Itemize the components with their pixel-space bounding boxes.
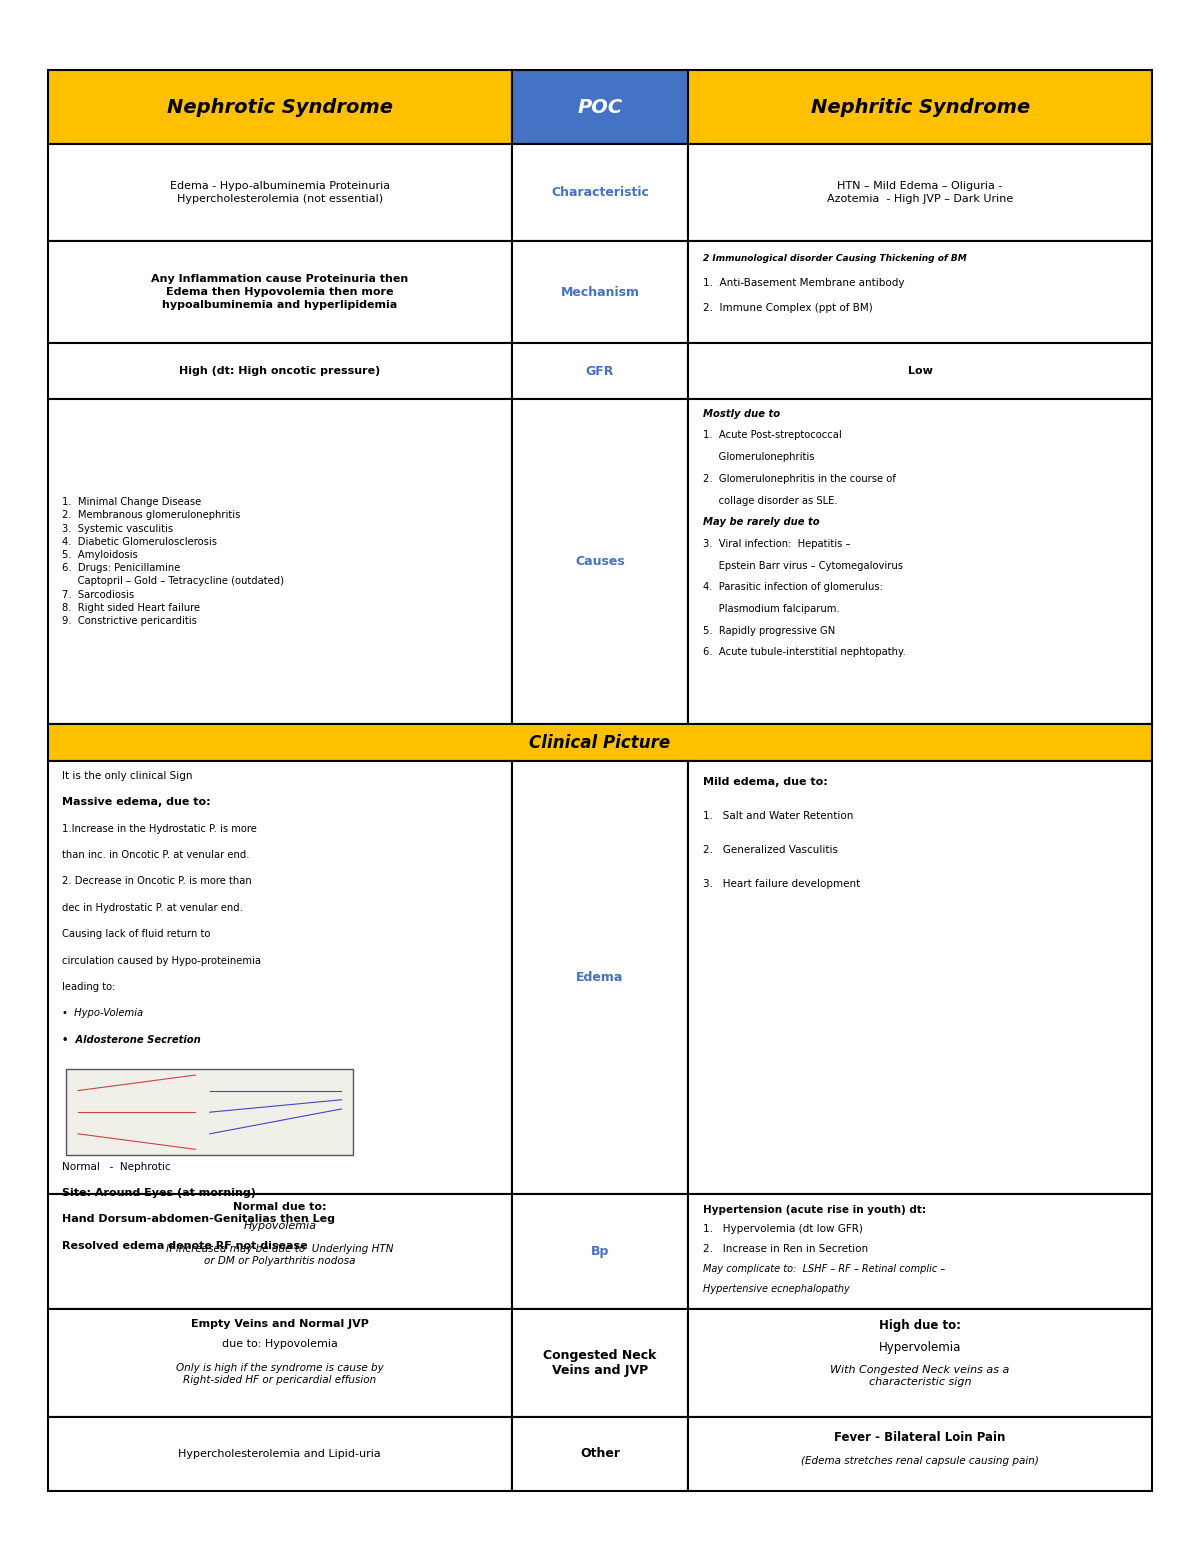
- Text: dec in Hydrostatic P. at venular end.: dec in Hydrostatic P. at venular end.: [62, 902, 244, 913]
- Text: High (dt: High oncotic pressure): High (dt: High oncotic pressure): [179, 367, 380, 376]
- Text: 5.  Rapidly progressive GN: 5. Rapidly progressive GN: [703, 626, 835, 635]
- Text: If increased may be due to  Underlying HTN
or DM or Polyarthritis nodosa: If increased may be due to Underlying HT…: [166, 1244, 394, 1266]
- Text: 2.   Generalized Vasculitis: 2. Generalized Vasculitis: [703, 845, 838, 856]
- Text: Plasmodium falciparum.: Plasmodium falciparum.: [703, 604, 839, 613]
- Text: circulation caused by Hypo-proteinemia: circulation caused by Hypo-proteinemia: [62, 955, 262, 966]
- Text: Nephrotic Syndrome: Nephrotic Syndrome: [167, 98, 392, 116]
- Text: May complicate to:  LSHF – RF – Retinal complic –: May complicate to: LSHF – RF – Retinal c…: [703, 1264, 944, 1273]
- Text: 1.Increase in the Hydrostatic P. is more: 1.Increase in the Hydrostatic P. is more: [62, 823, 257, 834]
- Text: Other: Other: [580, 1447, 620, 1460]
- Text: Site: Around Eyes (at morning): Site: Around Eyes (at morning): [62, 1188, 257, 1197]
- Text: 4.  Parasitic infection of glomerulus:: 4. Parasitic infection of glomerulus:: [703, 582, 882, 592]
- Text: Hypercholesterolemia and Lipid-uria: Hypercholesterolemia and Lipid-uria: [179, 1449, 382, 1458]
- Text: Resolved edema denote RF not disease: Resolved edema denote RF not disease: [62, 1241, 308, 1250]
- Text: Any Inflammation cause Proteinuria then
Edema then Hypovolemia then more
hypoalb: Any Inflammation cause Proteinuria then …: [151, 273, 408, 311]
- Text: collage disorder as SLE.: collage disorder as SLE.: [703, 495, 838, 506]
- FancyBboxPatch shape: [48, 399, 511, 724]
- Text: Mostly due to: Mostly due to: [703, 408, 780, 419]
- Text: Glomerulonephritis: Glomerulonephritis: [703, 452, 815, 463]
- FancyBboxPatch shape: [48, 70, 511, 144]
- Text: Hypertension (acute rise in youth) dt:: Hypertension (acute rise in youth) dt:: [703, 1205, 925, 1214]
- FancyBboxPatch shape: [511, 1194, 689, 1309]
- Text: Clinical Picture: Clinical Picture: [529, 733, 671, 752]
- Text: Massive edema, due to:: Massive edema, due to:: [62, 797, 211, 808]
- Text: 2.  Glomerulonephritis in the course of: 2. Glomerulonephritis in the course of: [703, 474, 895, 485]
- Text: Hypervolemia: Hypervolemia: [878, 1340, 961, 1354]
- Text: •  Hypo-Volemia: • Hypo-Volemia: [62, 1008, 144, 1019]
- Text: 1.  Minimal Change Disease
2.  Membranous glomerulonephritis
3.  Systemic vascul: 1. Minimal Change Disease 2. Membranous …: [62, 497, 284, 626]
- Text: Hand Dorsum-abdomen-Genitalias then Leg: Hand Dorsum-abdomen-Genitalias then Leg: [62, 1214, 336, 1224]
- FancyBboxPatch shape: [48, 1309, 511, 1416]
- FancyBboxPatch shape: [48, 144, 511, 241]
- FancyBboxPatch shape: [689, 399, 1152, 724]
- Text: Mild edema, due to:: Mild edema, due to:: [703, 776, 828, 787]
- Text: 2.   Increase in Ren in Secretion: 2. Increase in Ren in Secretion: [703, 1244, 868, 1255]
- FancyBboxPatch shape: [66, 1068, 354, 1155]
- Text: 3.   Heart failure development: 3. Heart failure development: [703, 879, 860, 890]
- Text: Mechanism: Mechanism: [560, 286, 640, 298]
- Text: Characteristic: Characteristic: [551, 186, 649, 199]
- FancyBboxPatch shape: [689, 343, 1152, 399]
- Text: •  Aldosterone Secretion: • Aldosterone Secretion: [62, 1034, 202, 1045]
- FancyBboxPatch shape: [689, 1416, 1152, 1491]
- Text: 1.  Anti-Basement Membrane antibody: 1. Anti-Basement Membrane antibody: [703, 278, 905, 289]
- Text: High due to:: High due to:: [880, 1320, 961, 1332]
- Text: Epstein Barr virus – Cytomegalovirus: Epstein Barr virus – Cytomegalovirus: [703, 561, 902, 570]
- Text: Congested Neck
Veins and JVP: Congested Neck Veins and JVP: [544, 1348, 656, 1376]
- Text: Low: Low: [907, 367, 932, 376]
- Text: Edema: Edema: [576, 971, 624, 985]
- FancyBboxPatch shape: [511, 761, 689, 1194]
- FancyBboxPatch shape: [511, 1416, 689, 1491]
- Text: 3.  Viral infection:  Hepatitis –: 3. Viral infection: Hepatitis –: [703, 539, 851, 548]
- FancyBboxPatch shape: [689, 1309, 1152, 1416]
- Text: Hypertensive ecnephalopathy: Hypertensive ecnephalopathy: [703, 1284, 850, 1294]
- FancyBboxPatch shape: [511, 399, 689, 724]
- Text: With Congested Neck veins as a
characteristic sign: With Congested Neck veins as a character…: [830, 1365, 1010, 1387]
- FancyBboxPatch shape: [48, 761, 511, 1194]
- FancyBboxPatch shape: [48, 1194, 511, 1309]
- FancyBboxPatch shape: [689, 144, 1152, 241]
- FancyBboxPatch shape: [689, 761, 1152, 1194]
- FancyBboxPatch shape: [48, 1416, 511, 1491]
- Text: than inc. in Oncotic P. at venular end.: than inc. in Oncotic P. at venular end.: [62, 849, 250, 860]
- FancyBboxPatch shape: [689, 241, 1152, 343]
- Text: POC: POC: [577, 98, 623, 116]
- Text: Only is high if the syndrome is cause by
Right-sided HF or pericardial effusion: Only is high if the syndrome is cause by…: [176, 1362, 384, 1385]
- FancyBboxPatch shape: [511, 241, 689, 343]
- FancyBboxPatch shape: [689, 70, 1152, 144]
- Text: 1.  Acute Post-streptococcal: 1. Acute Post-streptococcal: [703, 430, 841, 441]
- FancyBboxPatch shape: [511, 343, 689, 399]
- FancyBboxPatch shape: [48, 343, 511, 399]
- Text: Empty Veins and Normal JVP: Empty Veins and Normal JVP: [191, 1320, 368, 1329]
- Text: May be rarely due to: May be rarely due to: [703, 517, 820, 528]
- Text: Normal due to:: Normal due to:: [233, 1202, 326, 1211]
- Text: Causing lack of fluid return to: Causing lack of fluid return to: [62, 929, 211, 940]
- Text: GFR: GFR: [586, 365, 614, 377]
- FancyBboxPatch shape: [689, 1194, 1152, 1309]
- Text: Normal   -  Nephrotic: Normal - Nephrotic: [62, 1162, 172, 1171]
- Text: (Edema stretches renal capsule causing pain): (Edema stretches renal capsule causing p…: [802, 1457, 1039, 1466]
- Text: It is the only clinical Sign: It is the only clinical Sign: [62, 770, 193, 781]
- Text: 2 Immunological disorder Causing Thickening of BM: 2 Immunological disorder Causing Thicken…: [703, 253, 966, 262]
- Text: 2. Decrease in Oncotic P. is more than: 2. Decrease in Oncotic P. is more than: [62, 876, 252, 887]
- Text: Nephritic Syndrome: Nephritic Syndrome: [810, 98, 1030, 116]
- Text: 6.  Acute tubule-interstitial nephtopathy.: 6. Acute tubule-interstitial nephtopathy…: [703, 648, 906, 657]
- Text: Hypovolemia: Hypovolemia: [244, 1221, 317, 1232]
- Text: 1.   Hypervolemia (dt low GFR): 1. Hypervolemia (dt low GFR): [703, 1224, 863, 1235]
- Text: Edema - Hypo-albuminemia Proteinuria
Hypercholesterolemia (not essential): Edema - Hypo-albuminemia Proteinuria Hyp…: [169, 182, 390, 205]
- Text: 1.   Salt and Water Retention: 1. Salt and Water Retention: [703, 811, 853, 822]
- FancyBboxPatch shape: [48, 241, 511, 343]
- Text: Causes: Causes: [575, 554, 625, 568]
- Text: 2.  Immune Complex (ppt of BM): 2. Immune Complex (ppt of BM): [703, 303, 872, 314]
- Text: leading to:: leading to:: [62, 981, 115, 992]
- FancyBboxPatch shape: [511, 144, 689, 241]
- FancyBboxPatch shape: [48, 724, 1152, 761]
- Text: Fever - Bilateral Loin Pain: Fever - Bilateral Loin Pain: [834, 1432, 1006, 1444]
- Text: due to: Hypovolemia: due to: Hypovolemia: [222, 1339, 337, 1350]
- FancyBboxPatch shape: [511, 1309, 689, 1416]
- Text: Bp: Bp: [590, 1244, 610, 1258]
- Text: HTN – Mild Edema – Oliguria -
Azotemia  - High JVP – Dark Urine: HTN – Mild Edema – Oliguria - Azotemia -…: [827, 182, 1013, 205]
- FancyBboxPatch shape: [511, 70, 689, 144]
